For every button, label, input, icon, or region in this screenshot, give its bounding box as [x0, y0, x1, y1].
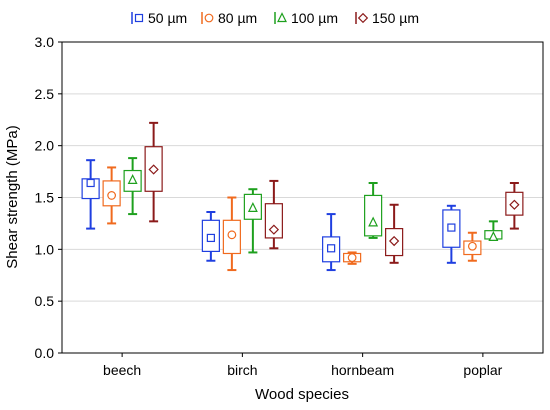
median-marker	[509, 199, 520, 210]
y-tick-label: 2.5	[35, 86, 55, 102]
box	[364, 181, 383, 239]
y-axis: 0.0 0.5 1.0 1.5 2.0 2.5 3.0	[35, 34, 62, 361]
box-series	[81, 121, 524, 272]
grid	[62, 93, 543, 302]
median-marker	[268, 224, 280, 235]
median-marker	[327, 244, 336, 253]
legend: 50 µm 80 µm 100 µm 150 µm	[131, 10, 419, 26]
x-tick-label: poplar	[463, 362, 502, 378]
median-marker	[107, 191, 117, 200]
median-marker	[86, 178, 95, 188]
median-marker	[388, 235, 400, 247]
x-axis-label: Wood species	[255, 386, 349, 403]
legend-triangle-icon	[277, 12, 287, 23]
legend-circle-icon	[204, 13, 214, 23]
box	[264, 179, 283, 250]
box	[81, 159, 100, 230]
box	[123, 157, 142, 216]
y-tick-label: 0.0	[35, 345, 55, 361]
median-marker	[148, 164, 159, 175]
y-tick-label: 3.0	[35, 34, 55, 50]
median-marker	[347, 253, 357, 263]
median-marker	[127, 174, 138, 184]
box	[505, 181, 524, 230]
x-tick-label: birch	[227, 362, 257, 378]
median-marker	[247, 202, 258, 212]
legend-item: 80 µm	[201, 10, 257, 26]
y-tick-label: 1.5	[35, 190, 55, 206]
x-axis: beech birch hornbeam poplar	[103, 353, 503, 378]
box	[322, 213, 341, 272]
box	[343, 251, 362, 265]
legend-label: 50 µm	[148, 10, 187, 26]
box	[442, 204, 461, 264]
legend-item: 150 µm	[355, 10, 419, 26]
y-tick-label: 2.0	[35, 138, 55, 154]
box	[385, 203, 404, 264]
median-marker	[206, 233, 215, 243]
box	[144, 121, 163, 223]
legend-square-icon	[134, 13, 144, 23]
legend-item: 50 µm	[131, 10, 187, 26]
median-marker	[467, 241, 477, 251]
box	[222, 196, 241, 272]
median-marker	[227, 230, 237, 240]
legend-item: 100 µm	[274, 10, 338, 26]
x-tick-label: hornbeam	[331, 362, 394, 378]
box-rect	[364, 194, 383, 237]
box	[463, 231, 482, 262]
legend-label: 100 µm	[291, 10, 338, 26]
legend-diamond-icon	[357, 12, 369, 24]
y-tick-label: 0.5	[35, 293, 55, 309]
box	[201, 211, 220, 262]
y-axis-label: Shear strength (MPa)	[4, 125, 21, 268]
box	[484, 220, 503, 242]
box-rect	[81, 178, 100, 200]
y-tick-label: 1.0	[35, 241, 55, 257]
median-marker	[368, 216, 379, 227]
box	[102, 166, 121, 225]
legend-label: 80 µm	[218, 10, 257, 26]
x-tick-label: beech	[103, 362, 141, 378]
legend-label: 150 µm	[372, 10, 419, 26]
box	[243, 188, 262, 254]
median-marker	[488, 231, 499, 241]
median-marker	[447, 223, 456, 232]
